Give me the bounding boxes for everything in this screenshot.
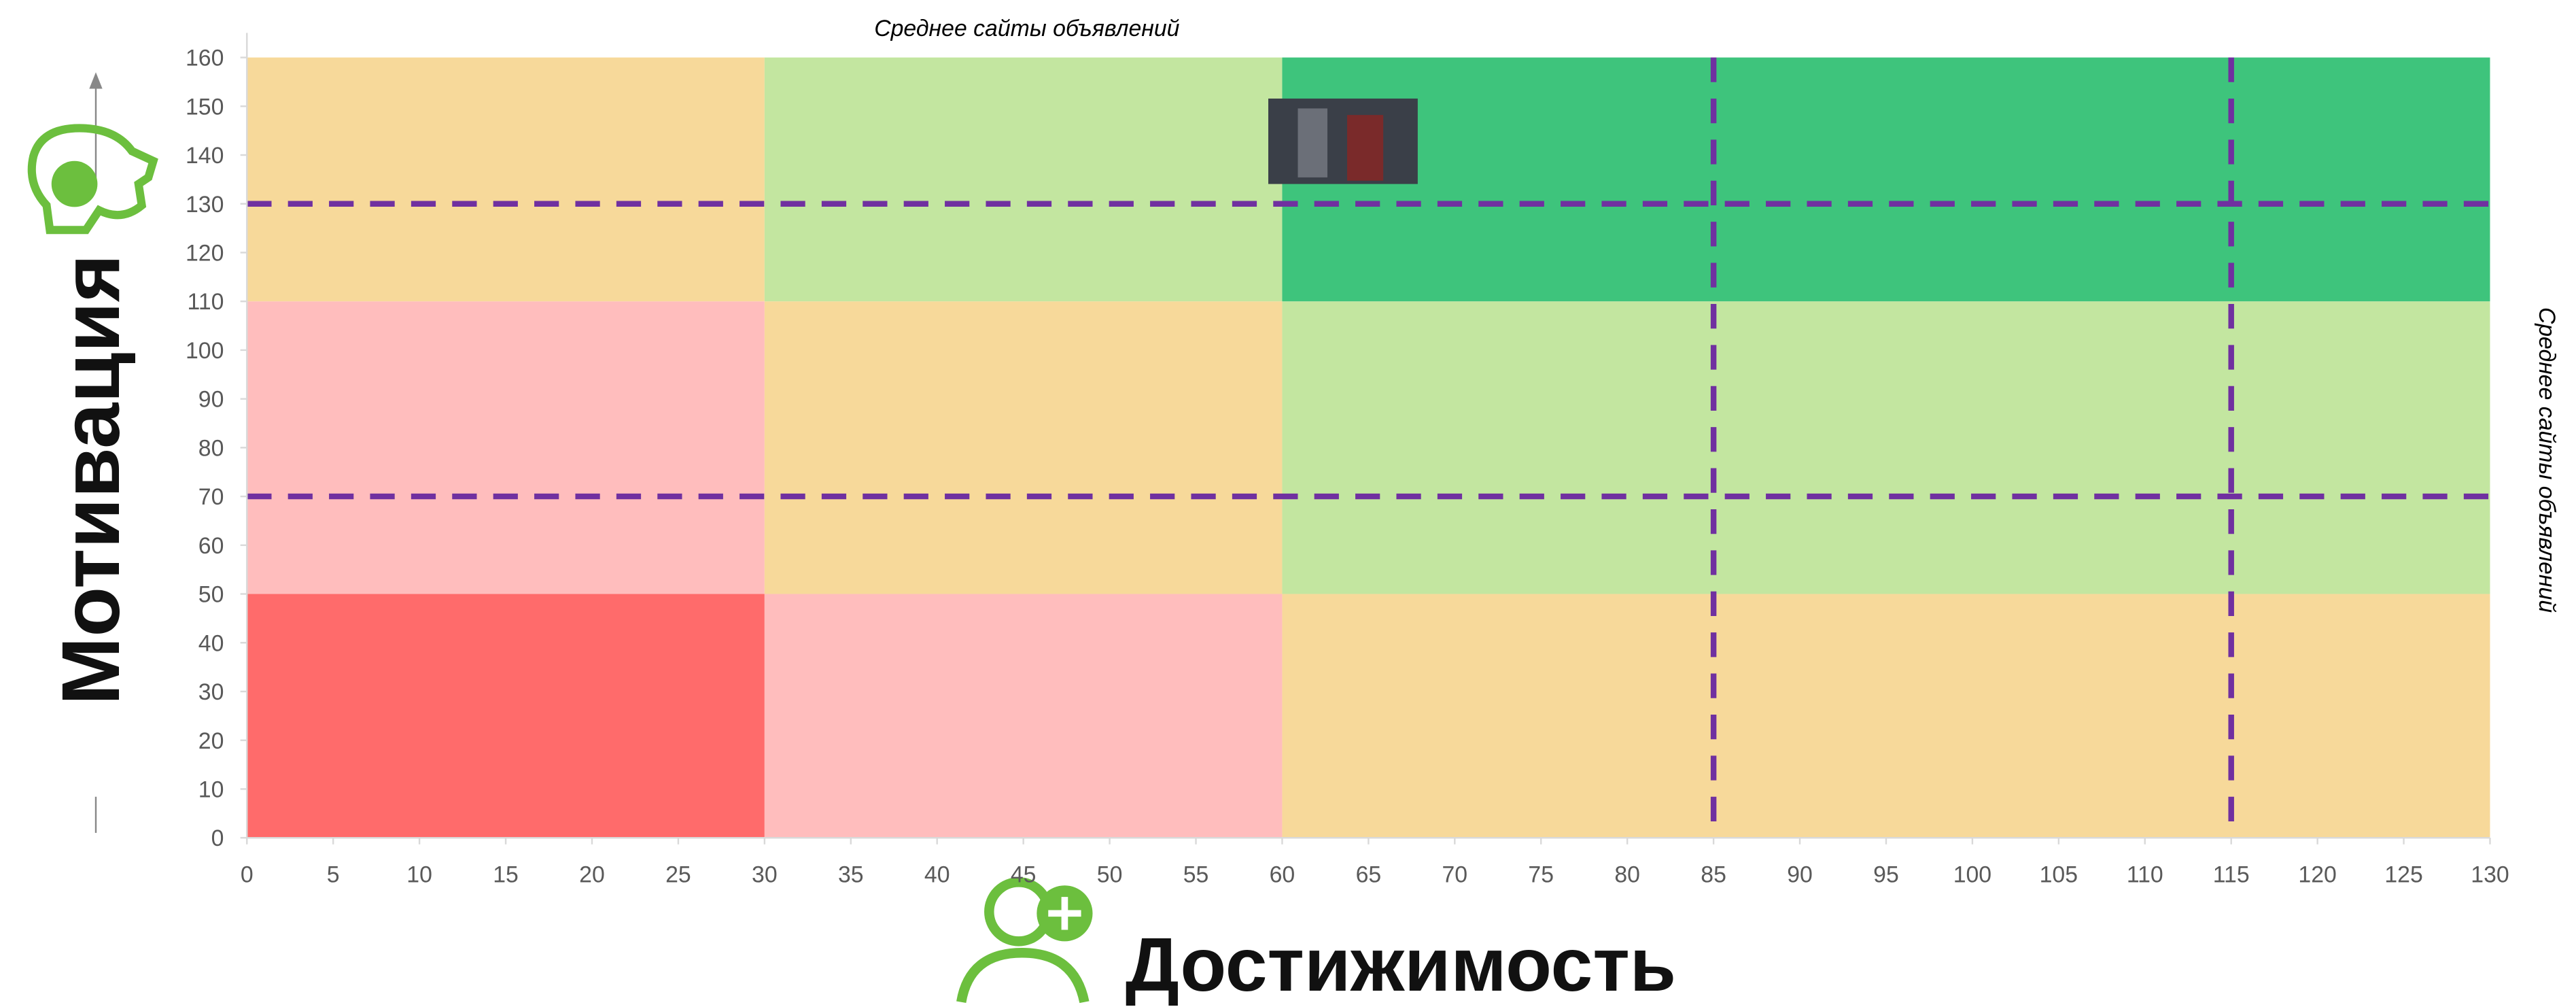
x-tick-label: 130 [2471, 861, 2509, 887]
y-tick-label: 100 [186, 338, 224, 364]
y-tick-label: 50 [198, 582, 224, 608]
reference-lines [247, 57, 2490, 838]
x-tick-label: 115 [2213, 861, 2250, 887]
y-tick-label: 90 [198, 387, 224, 413]
zone [1282, 301, 2490, 594]
x-tick-label: 25 [665, 861, 691, 887]
x-tick-label: 20 [579, 861, 605, 887]
x-tick-label: 30 [752, 861, 778, 887]
photo-figure [1346, 115, 1384, 181]
x-tick-label: 100 [1953, 861, 1991, 887]
x-tick-label: 85 [1701, 861, 1726, 887]
plus-sign [1048, 897, 1081, 930]
y-tick-label: 70 [198, 484, 224, 510]
y-tick-label: 10 [198, 777, 224, 803]
x-tick-label: 90 [1787, 861, 1813, 887]
x-axis-title: Достижимость [1126, 922, 1676, 1007]
y-tick-label: 150 [186, 94, 224, 120]
zones [247, 57, 2490, 838]
x-tick-label: 75 [1528, 861, 1554, 887]
zone [247, 301, 765, 594]
y-tick-label: 80 [198, 435, 224, 461]
x-tick-label: 65 [1356, 861, 1382, 887]
photo-figure [1298, 108, 1327, 177]
zone [1282, 594, 2490, 838]
y-tick-label: 110 [188, 289, 224, 315]
y-tick-label: 160 [186, 46, 224, 71]
y-tick-label: 20 [198, 728, 224, 754]
x-tick-label: 10 [406, 861, 432, 887]
x-tick-label: 45 [1011, 861, 1037, 887]
y-axis-title: Мотивация [45, 254, 137, 706]
y-tick-label: 140 [186, 143, 224, 169]
zone [764, 301, 1283, 594]
zone [764, 594, 1283, 838]
photo-thumbnail [1268, 98, 1418, 184]
x-tick-label: 80 [1614, 861, 1640, 887]
zone [764, 57, 1283, 302]
x-tick-label: 50 [1097, 861, 1123, 887]
annotation: Среднее сайты объявлений [874, 16, 1179, 41]
x-tick-label: 95 [1873, 861, 1899, 887]
zone [1282, 57, 2490, 302]
y-tick-label: 130 [186, 192, 224, 218]
x-tick-label: 15 [493, 861, 519, 887]
arrow-head [89, 72, 103, 89]
zone [247, 57, 765, 302]
x-tick-label: 120 [2298, 861, 2336, 887]
x-tick-label: 105 [2040, 861, 2078, 887]
x-tick-label: 0 [241, 861, 254, 887]
y-tick-label: 40 [198, 630, 224, 656]
x-tick-label: 35 [838, 861, 864, 887]
person-icon [956, 948, 1090, 1004]
y-tick-label: 60 [198, 533, 224, 559]
y-tick-label: 0 [211, 825, 224, 851]
x-tick-label: 40 [924, 861, 950, 887]
head-icon [27, 124, 158, 235]
x-tick-label: 55 [1183, 861, 1209, 887]
zone [247, 594, 765, 838]
x-tick-label: 70 [1442, 861, 1468, 887]
x-tick-label: 5 [327, 861, 340, 887]
y-tick-label: 120 [186, 241, 224, 267]
x-tick-label: 125 [2384, 861, 2422, 887]
brain-icon [51, 160, 98, 207]
x-tick-label: 60 [1270, 861, 1295, 887]
x-tick-label: 110 [2127, 861, 2163, 887]
annotation: Среднее сайты объявлений [2534, 307, 2560, 613]
y-tick-label: 30 [198, 679, 224, 705]
